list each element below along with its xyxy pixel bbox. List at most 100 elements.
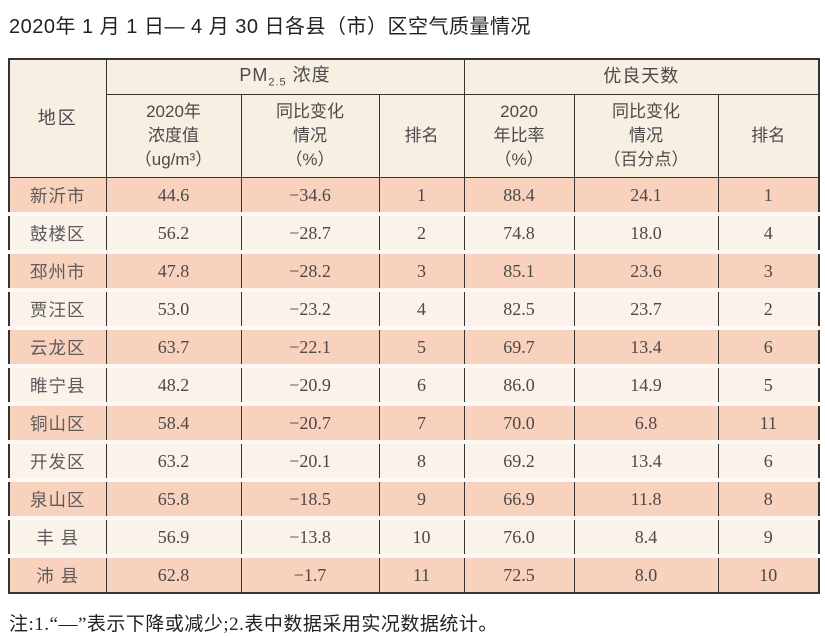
pm-yoy-change-cell: −23.2	[240, 288, 380, 329]
good-days-ratio-cell: 69.2	[463, 440, 575, 481]
region-cell: 沛 县	[8, 554, 107, 594]
table-body: 新沂市 44.6 −34.6 1 88.4 24.1 1 鼓楼区 56.2 −28.7 2 74.8 1…	[8, 177, 820, 594]
good-days-ratio-cell: 72.5	[463, 554, 575, 594]
region-cell: 铜山区	[8, 402, 107, 443]
pm-rank-cell: 9	[378, 478, 465, 519]
good-days-ratio-cell: 74.8	[463, 212, 575, 253]
pm-yoy-change-cell: −22.1	[240, 326, 380, 367]
table-row: 泉山区 65.8 −18.5 9 66.9 11.8 8	[8, 478, 820, 519]
region-cell: 邳州市	[8, 250, 107, 291]
header-pm-concentration-2020: 2020年 浓度值 （ug/m³）	[105, 94, 242, 179]
good-days-ratio-cell: 82.5	[463, 288, 575, 329]
table-row: 新沂市 44.6 −34.6 1 88.4 24.1 1	[8, 177, 820, 215]
sub-header-row: 2020年 浓度值 （ug/m³） 同比变化 情况 （%） 排名 2020 年比…	[9, 94, 820, 179]
header-pm-rank: 排名	[378, 94, 465, 179]
good-days-rank-cell: 2	[717, 288, 820, 329]
pm-concentration-cell: 47.8	[105, 250, 242, 291]
pm-rank-cell: 7	[378, 402, 465, 443]
pm-yoy-change-cell: −28.7	[240, 212, 380, 253]
table-header: 地区 PM2.5 浓度 优良天数 2020年 浓度值 （ug/m³） 同比变化 …	[8, 58, 820, 179]
good-days-rank-cell: 3	[717, 250, 820, 291]
pm25-label-suffix: 浓度	[286, 65, 331, 85]
table-row: 邳州市 47.8 −28.2 3 85.1 23.6 3	[8, 250, 820, 291]
good-days-rank-cell: 1	[717, 177, 820, 215]
good-days-ratio-cell: 86.0	[463, 364, 575, 405]
good-days-rank-cell: 9	[717, 516, 820, 557]
group-header-row: 地区 PM2.5 浓度 优良天数	[8, 58, 820, 179]
good-days-ratio-cell: 76.0	[463, 516, 575, 557]
pm-rank-cell: 8	[378, 440, 465, 481]
pm-rank-cell: 1	[378, 177, 465, 215]
pm-yoy-change-cell: −13.8	[240, 516, 380, 557]
pm-concentration-cell: 56.9	[105, 516, 242, 557]
footnote: 注:1.“—”表示下降或减少;2.表中数据采用实况数据统计。	[9, 614, 498, 636]
pm-concentration-cell: 63.2	[105, 440, 242, 481]
table-row: 沛 县 62.8 −1.7 11 72.5 8.0 10	[8, 554, 820, 594]
region-cell: 云龙区	[8, 326, 107, 367]
header-good-days-group: 优良天数	[463, 58, 820, 96]
good-days-rank-cell: 8	[717, 478, 820, 519]
table-row: 鼓楼区 56.2 −28.7 2 74.8 18.0 4	[8, 212, 820, 253]
good-days-rank-cell: 5	[717, 364, 820, 405]
header-region: 地区	[8, 58, 107, 179]
table-row: 睢宁县 48.2 −20.9 6 86.0 14.9 5	[8, 364, 820, 405]
region-cell: 丰 县	[8, 516, 107, 557]
good-days-ratio-cell: 70.0	[463, 402, 575, 443]
good-days-rank-cell: 10	[717, 554, 820, 594]
good-days-ratio-cell: 69.7	[463, 326, 575, 367]
region-cell: 新沂市	[8, 177, 107, 215]
good-days-rank-cell: 6	[717, 326, 820, 367]
pm-concentration-cell: 62.8	[105, 554, 242, 594]
good-days-ratio-cell: 88.4	[463, 177, 575, 215]
good-days-rank-cell: 11	[717, 402, 820, 443]
pm-rank-cell: 4	[378, 288, 465, 329]
header-good-days-ratio-2020: 2020 年比率 （%）	[463, 94, 575, 179]
region-cell: 睢宁县	[8, 364, 107, 405]
pm-rank-cell: 5	[378, 326, 465, 367]
good-days-ratio-cell: 85.1	[463, 250, 575, 291]
pm-concentration-cell: 44.6	[105, 177, 242, 215]
pm-rank-cell: 6	[378, 364, 465, 405]
pm-rank-cell: 11	[378, 554, 465, 594]
air-quality-table: 地区 PM2.5 浓度 优良天数 2020年 浓度值 （ug/m³） 同比变化 …	[8, 58, 821, 595]
good-days-yoy-change-cell: 14.9	[573, 364, 719, 405]
table-row: 开发区 63.2 −20.1 8 69.2 13.4 6	[8, 440, 820, 481]
region-cell: 开发区	[8, 440, 107, 481]
table-row: 云龙区 63.7 −22.1 5 69.7 13.4 6	[8, 326, 820, 367]
header-pm25-group: PM2.5 浓度	[105, 58, 465, 96]
pm-yoy-change-cell: −18.5	[240, 478, 380, 519]
good-days-yoy-change-cell: 6.8	[573, 402, 719, 443]
good-days-yoy-change-cell: 18.0	[573, 212, 719, 253]
pm-concentration-cell: 63.7	[105, 326, 242, 367]
pm-concentration-cell: 58.4	[105, 402, 242, 443]
region-cell: 贾汪区	[8, 288, 107, 329]
good-days-ratio-cell: 66.9	[463, 478, 575, 519]
good-days-yoy-change-cell: 13.4	[573, 326, 719, 367]
good-days-yoy-change-cell: 24.1	[573, 177, 719, 215]
pm-yoy-change-cell: −28.2	[240, 250, 380, 291]
header-pm-yoy-change: 同比变化 情况 （%）	[240, 94, 380, 179]
pm-rank-cell: 3	[378, 250, 465, 291]
pm25-label-subscript: 2.5	[268, 76, 287, 89]
table-row: 铜山区 58.4 −20.7 7 70.0 6.8 11	[8, 402, 820, 443]
header-good-days-yoy-change: 同比变化 情况 （百分点）	[573, 94, 719, 179]
good-days-yoy-change-cell: 11.8	[573, 478, 719, 519]
pm-concentration-cell: 53.0	[105, 288, 242, 329]
pm-yoy-change-cell: −34.6	[240, 177, 380, 215]
region-cell: 泉山区	[8, 478, 107, 519]
region-cell: 鼓楼区	[8, 212, 107, 253]
pm-concentration-cell: 48.2	[105, 364, 242, 405]
good-days-rank-cell: 4	[717, 212, 820, 253]
table-row: 贾汪区 53.0 −23.2 4 82.5 23.7 2	[8, 288, 820, 329]
pm-yoy-change-cell: −20.1	[240, 440, 380, 481]
good-days-yoy-change-cell: 8.4	[573, 516, 719, 557]
pm-yoy-change-cell: −1.7	[240, 554, 380, 594]
page-title: 2020年 1 月 1 日— 4 月 30 日各县（市）区空气质量情况	[9, 16, 532, 38]
pm-concentration-cell: 65.8	[105, 478, 242, 519]
good-days-yoy-change-cell: 23.7	[573, 288, 719, 329]
good-days-rank-cell: 6	[717, 440, 820, 481]
good-days-yoy-change-cell: 8.0	[573, 554, 719, 594]
pm-rank-cell: 2	[378, 212, 465, 253]
good-days-yoy-change-cell: 23.6	[573, 250, 719, 291]
